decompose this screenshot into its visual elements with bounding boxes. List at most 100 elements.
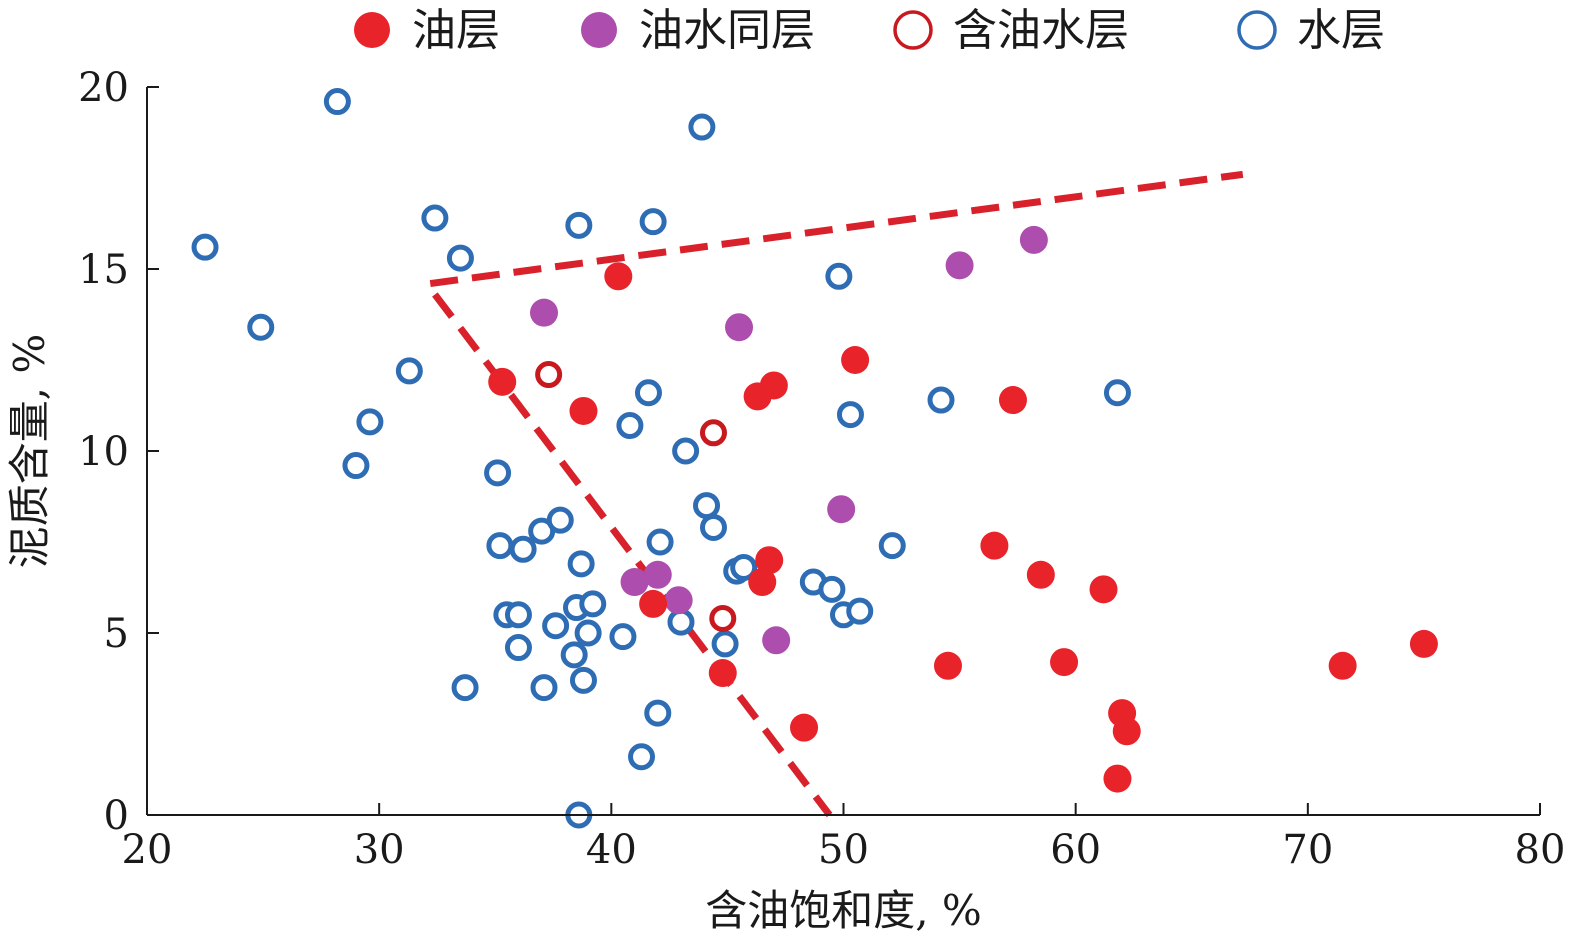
data-point-oil-layer	[1409, 629, 1438, 658]
data-point-oil-water-layer	[530, 298, 559, 327]
legend: 油层 油水同层 含油水层 水层	[354, 5, 1385, 56]
data-point-oil-water-layer	[762, 626, 791, 655]
data-point-oil-layer	[980, 531, 1009, 560]
data-point-water-layer	[565, 211, 593, 239]
data-point-oil-layer	[1112, 717, 1141, 746]
x-tick-label: 30	[354, 827, 405, 873]
data-point-oil-layer	[1050, 648, 1079, 677]
x-tick-label: 60	[1050, 827, 1101, 873]
data-point-oil-layer	[748, 568, 777, 597]
data-point-oil-layer	[755, 546, 784, 575]
data-point-water-layer	[927, 386, 955, 414]
data-point-water-layer	[693, 492, 721, 520]
data-point-water-layer	[634, 379, 662, 407]
data-point-water-layer	[825, 262, 853, 290]
legend-label: 油水同层	[639, 5, 815, 56]
data-point-oil-bearing-water-layer	[535, 361, 563, 389]
legend-marker	[893, 10, 933, 50]
data-point-water-layer	[644, 699, 672, 727]
legend-marker	[581, 12, 617, 48]
data-point-water-layer	[836, 401, 864, 429]
data-point-water-layer	[486, 532, 514, 560]
data-point-water-layer	[878, 532, 906, 560]
data-point-oil-water-layer	[643, 560, 672, 589]
legend-item: 油层	[354, 5, 500, 56]
data-point-oil-layer	[841, 346, 870, 374]
data-point-water-layer	[574, 619, 602, 647]
y-tick-label: 5	[104, 611, 129, 657]
axis-ticks: 20 30 40 50 60 70 80 0 5 10 15 20	[78, 65, 1565, 873]
data-point-water-layer	[484, 459, 512, 487]
x-tick-label: 80	[1515, 827, 1566, 873]
x-tick-label: 50	[818, 827, 869, 873]
data-point-water-layer	[504, 634, 532, 662]
data-point-oil-bearing-water-layer	[709, 604, 737, 632]
data-point-water-layer	[616, 412, 644, 440]
data-point-oil-layer	[569, 396, 598, 425]
legend-marker	[1237, 10, 1277, 50]
data-point-water-layer	[542, 612, 570, 640]
data-point-oil-water-layer	[725, 313, 754, 342]
data-point-water-layer	[395, 357, 423, 385]
data-point-water-layer	[699, 513, 727, 541]
data-point-water-layer	[667, 608, 695, 636]
data-point-oil-layer	[708, 659, 737, 688]
y-tick-label: 0	[104, 793, 129, 839]
data-point-water-layer	[421, 204, 449, 232]
x-tick-label: 40	[586, 827, 637, 873]
data-point-water-layer	[356, 408, 384, 436]
x-axis-title: 含油饱和度, %	[705, 886, 982, 935]
boundary-dashed-line	[429, 170, 1244, 288]
data-point-water-layer	[546, 506, 574, 534]
y-axis-title: 泥质含量, %	[5, 334, 54, 569]
x-tick-label: 70	[1282, 827, 1333, 873]
data-point-water-layer	[628, 743, 656, 771]
legend-label: 水层	[1297, 5, 1385, 56]
data-point-water-layer	[646, 528, 674, 556]
data-point-water-layer	[451, 674, 479, 702]
data-point-oil-water-layer	[620, 568, 649, 597]
legend-label: 含油水层	[953, 5, 1129, 56]
legend-item: 水层	[1237, 5, 1385, 56]
data-point-water-layer	[446, 244, 474, 272]
data-point-water-layer	[846, 597, 874, 625]
data-point-water-layer	[504, 601, 532, 629]
data-point-oil-layer	[1089, 575, 1118, 604]
data-point-oil-water-layer	[827, 495, 856, 524]
data-point-water-layer	[567, 550, 595, 578]
data-point-oil-layer	[933, 651, 962, 680]
data-point-water-layer	[530, 674, 558, 702]
data-point-oil-layer	[488, 367, 517, 396]
legend-label: 油层	[412, 5, 500, 56]
data-point-water-layer	[818, 575, 846, 603]
axes	[146, 87, 1540, 816]
data-point-water-layer	[1103, 379, 1131, 407]
data-point-water-layer	[609, 623, 637, 651]
data-point-water-layer	[509, 535, 537, 563]
data-point-oil-layer	[1103, 764, 1132, 793]
data-point-water-layer	[579, 590, 607, 618]
data-point-oil-layer	[639, 589, 668, 618]
data-point-water-layer	[639, 208, 667, 236]
data-point-water-layer	[191, 233, 219, 261]
data-point-oil-layer	[604, 262, 633, 291]
data-point-oil-layer	[1026, 560, 1055, 589]
data-point-water-layer	[342, 452, 370, 480]
data-point-water-layer	[688, 113, 716, 141]
data-point-water-layer	[730, 553, 758, 581]
legend-marker	[354, 12, 390, 48]
data-point-oil-layer	[790, 713, 819, 742]
legend-item: 含油水层	[893, 5, 1129, 56]
legend-item: 油水同层	[581, 5, 815, 56]
data-point-oil-bearing-water-layer	[699, 419, 727, 447]
data-point-water-layer	[672, 437, 700, 465]
data-point-water-layer	[247, 313, 275, 341]
y-tick-label: 15	[78, 247, 129, 293]
y-tick-label: 10	[78, 429, 129, 475]
x-tick-label: 20	[122, 827, 173, 873]
data-point-oil-water-layer	[945, 251, 974, 280]
data-points	[191, 88, 1438, 829]
data-point-water-layer	[569, 666, 597, 694]
data-point-oil-layer	[1328, 651, 1357, 680]
